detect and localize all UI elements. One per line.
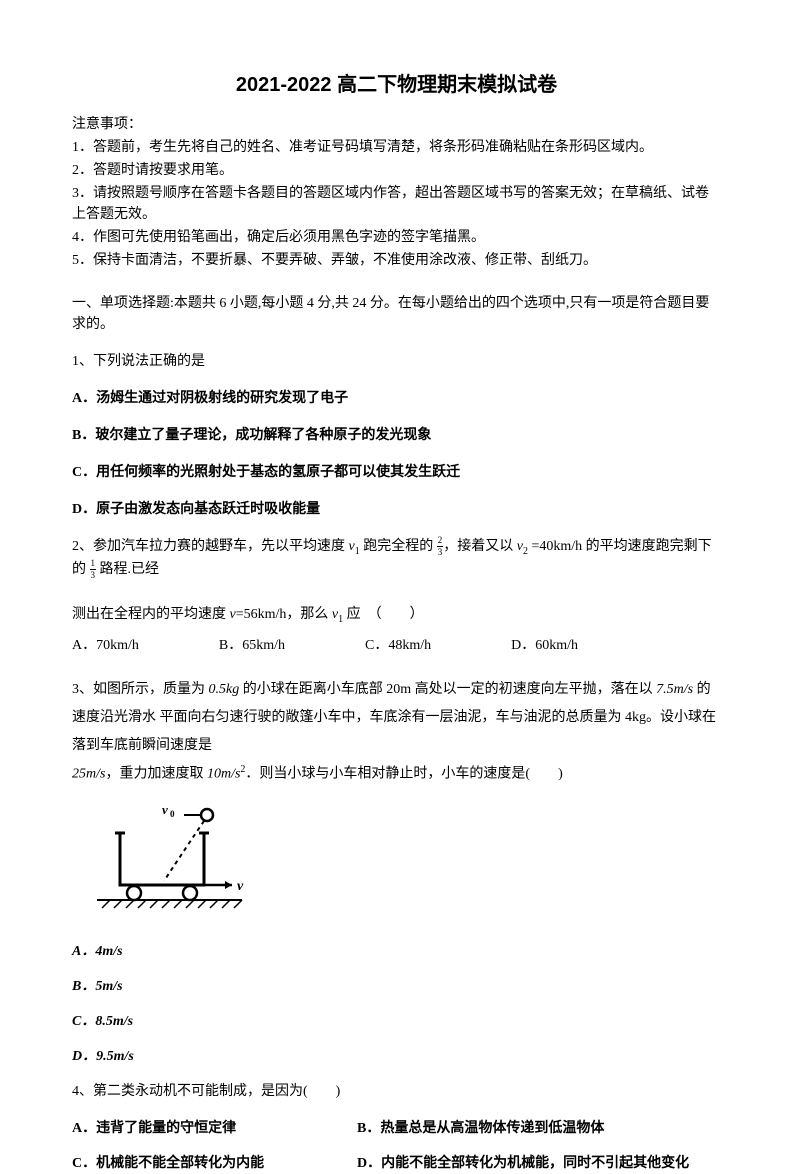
q2-options: A．70km/h B．65km/h C．48km/h D．60km/h <box>72 635 721 656</box>
q2-text-a: 2、参加汽车拉力赛的越野车，先以平均速度 <box>72 539 349 554</box>
q2-line2-c: 应 （ ） <box>343 607 424 622</box>
q2-option-c: C．48km/h <box>365 635 431 656</box>
q3-opt-c-text: C．8.5m/s <box>72 1014 133 1029</box>
q3-line3-c: ．则当小球与小车相对静止时，小车的速度是( ) <box>245 767 562 782</box>
q3-option-b: B．5m/s <box>72 976 721 997</box>
q2-option-a: A．70km/h <box>72 635 139 656</box>
notice-item: 5．保持卡面清洁，不要折暴、不要弄破、弄皱，不准使用涂改液、修正带、刮纸刀。 <box>72 250 721 271</box>
v-label: v <box>237 879 244 894</box>
q3-option-a: A．4m/s <box>72 941 721 962</box>
q3-text-a: 3、如图所示，质量为 <box>72 682 209 697</box>
q3-stem: 3、如图所示，质量为 0.5kg 的小球在距离小车底部 20m 高处以一定的初速… <box>72 676 721 789</box>
q3-mass: 0.5kg <box>209 682 240 697</box>
q3-line3-a: 25m/s <box>72 767 105 782</box>
q2-line2-a: 测出在全程内的平均速度 <box>72 607 230 622</box>
notice-item: 2．答题时请按要求用笔。 <box>72 160 721 181</box>
q3-speed1: 7.5m/s <box>656 682 693 697</box>
notice-item: 3．请按照题号顺序在答题卡各题目的答题区域内作答，超出答题区域书写的答案无效；在… <box>72 183 721 225</box>
page-title: 2021-2022 高二下物理期末模拟试卷 <box>72 70 721 100</box>
q3-opt-d-text: D．9.5m/s <box>72 1049 134 1064</box>
q1-option-c: C．用任何频率的光照射处于基态的氢原子都可以使其发生跃迁 <box>72 462 721 483</box>
q3-option-d: D．9.5m/s <box>72 1046 721 1067</box>
q3-option-c: C．8.5m/s <box>72 1011 721 1032</box>
q2-option-d: D．60km/h <box>511 635 578 656</box>
q4-option-d: D．内能不能全部转化为机械能，同时不引起其他变化 <box>357 1153 721 1174</box>
q3-options: A．4m/s B．5m/s C．8.5m/s D．9.5m/s <box>72 941 721 1067</box>
q3-diagram: v 0 v <box>92 801 721 923</box>
q3-line3-g: 10m/s <box>207 767 240 782</box>
q1-stem: 1、下列说法正确的是 <box>72 351 721 372</box>
notice-item: 1．答题前，考生先将自己的姓名、准考证号码填写清楚，将条形码准确粘贴在条形码区域… <box>72 137 721 158</box>
q2-text-c: ，接着又以 <box>443 539 517 554</box>
q1-option-d: D．原子由激发态向基态跃迁时吸收能量 <box>72 499 721 520</box>
q4-option-b: B．热量总是从高温物体传递到低温物体 <box>357 1118 721 1139</box>
q2-stem-line2: 测出在全程内的平均速度 v=56km/h，那么 v1 应 （ ） <box>72 604 721 627</box>
q4-stem: 4、第二类永动机不可能制成，是因为( ) <box>72 1081 721 1102</box>
q3-line3-b: ，重力加速度取 <box>105 767 207 782</box>
v0-label: v <box>162 802 168 817</box>
q1-option-a: A．汤姆生通过对阴极射线的研究发现了电子 <box>72 388 721 409</box>
notice-item: 4．作图可先使用铅笔画出，确定后必须用黑色字迹的签字笔描黑。 <box>72 227 721 248</box>
q4-options: A．违背了能量的守恒定律 B．热量总是从高温物体传递到低温物体 C．机械能不能全… <box>72 1118 721 1174</box>
q1-option-b: B．玻尔建立了量子理论，成功解释了各种原子的发光现象 <box>72 425 721 446</box>
q3-opt-a-text: A．4m/s <box>72 944 123 959</box>
q2-text-d: 路程.已经 <box>96 562 159 577</box>
q3-line2: 平面向右匀速行驶的敞篷小车中，车底涂有一层油泥，车与油泥的总质量为 4kg。设小… <box>72 710 716 753</box>
q2-line2-b: =56km/h，那么 <box>236 607 332 622</box>
q4-option-a: A．违背了能量的守恒定律 <box>72 1118 357 1139</box>
q2-option-b: B．65km/h <box>219 635 285 656</box>
q2-stem-line1: 2、参加汽车拉力赛的越野车，先以平均速度 v1 跑完全程的 23，接着又以 v2… <box>72 536 721 580</box>
q3-opt-b-text: B．5m/s <box>72 979 123 994</box>
q2-text-b: 跑完全程的 <box>360 539 437 554</box>
section-header: 一、单项选择题:本题共 6 小题,每小题 4 分,共 24 分。在每小题给出的四… <box>72 293 721 335</box>
v0-sub: 0 <box>170 809 175 819</box>
q3-text-b: 的小球在距离小车底部 20m 高处以一定的初速度向左平抛，落在以 <box>239 682 656 697</box>
q4-option-c: C．机械能不能全部转化为内能 <box>72 1153 357 1174</box>
notice-header: 注意事项： <box>72 114 721 135</box>
